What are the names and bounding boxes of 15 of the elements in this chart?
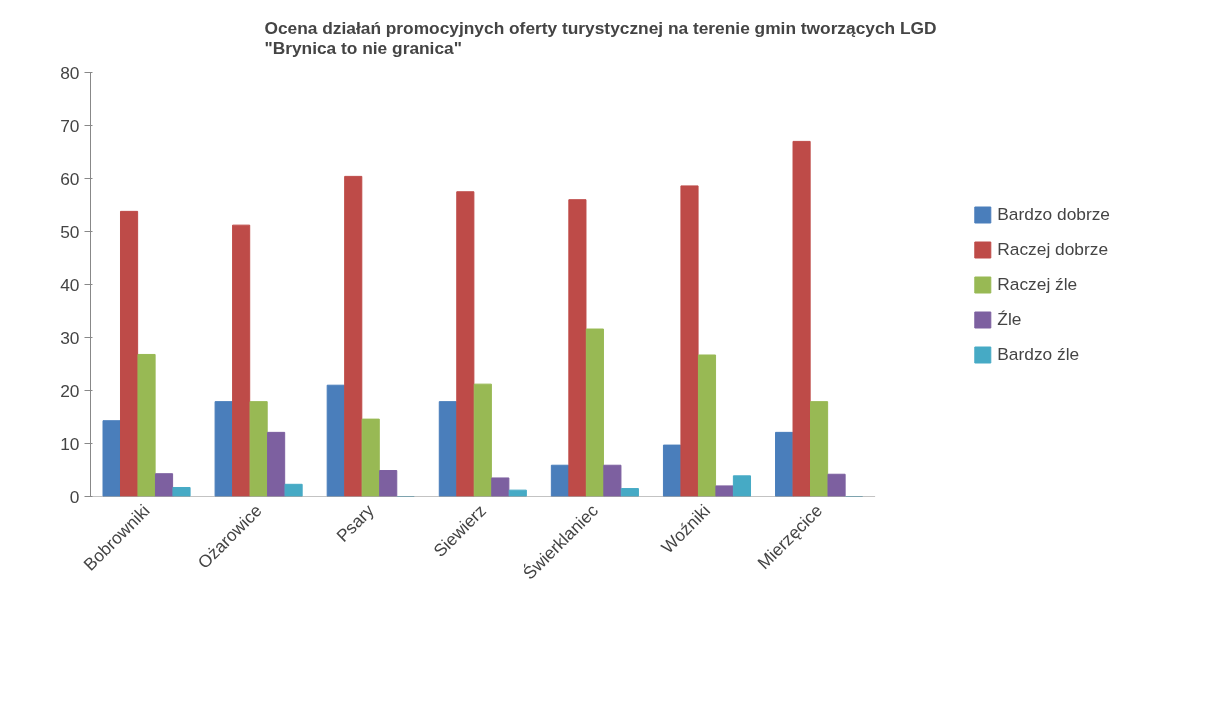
- legend-label: Bardzo dobrze: [997, 203, 1110, 225]
- y-tick-label: 80: [60, 62, 80, 83]
- chart-title: Ocena działań promocyjnych oferty turystycznej na terenie gmin tworzących LGD "Brynica to nie granica": [264, 17, 937, 58]
- y-tick-label: 30: [60, 327, 80, 348]
- legend-label: Raczej źle: [997, 273, 1078, 295]
- y-tick-label: 70: [60, 115, 80, 136]
- y-tick-label: 10: [60, 433, 80, 454]
- y-tick-label: 20: [60, 380, 80, 401]
- y-tick-label: 40: [60, 274, 80, 295]
- legend-label: Źle: [997, 308, 1022, 330]
- y-tick-label: 50: [60, 221, 80, 242]
- y-tick-label: 0: [69, 486, 80, 507]
- y-tick-label: 60: [60, 168, 80, 189]
- legend-label: Raczej dobrze: [997, 238, 1109, 260]
- legend-label: Bardzo źle: [997, 343, 1080, 365]
